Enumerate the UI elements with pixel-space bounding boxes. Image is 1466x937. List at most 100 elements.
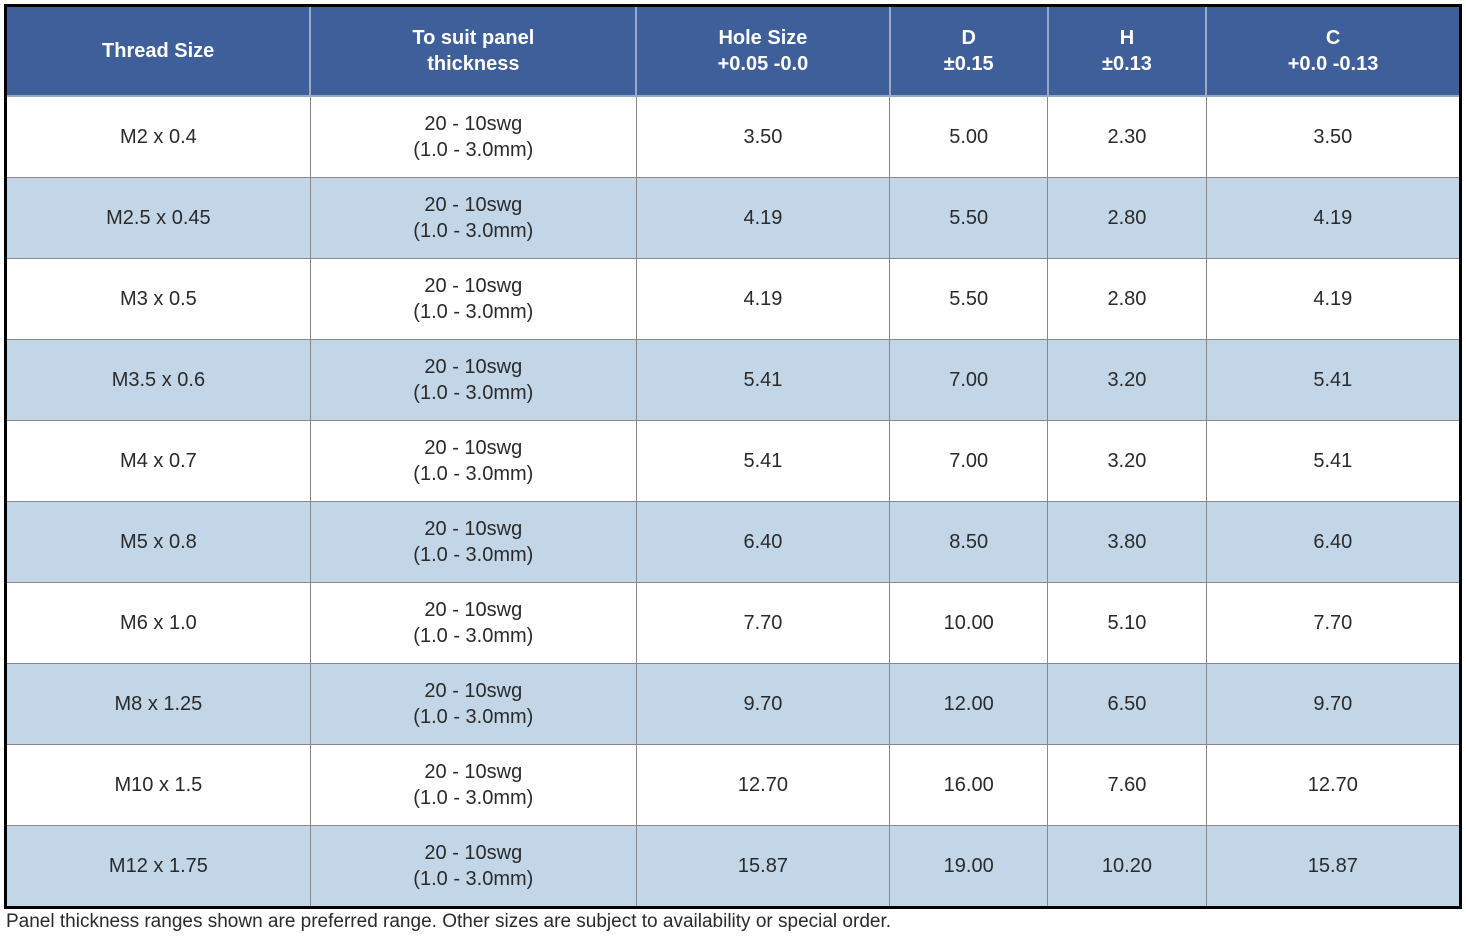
cell-d: 19.00 <box>890 826 1048 908</box>
cell-text: 3.20 <box>1107 369 1146 391</box>
cell-text: 20 - 10swg <box>424 113 522 135</box>
col-hole-size: Hole Size +0.05 -0.0 <box>636 6 889 97</box>
cell-thread: M3.5 x 0.6 <box>6 340 311 421</box>
cell-h: 3.20 <box>1048 340 1206 421</box>
cell-c: 5.41 <box>1206 421 1460 502</box>
cell-text: M6 x 1.0 <box>120 612 197 634</box>
cell-text: M2.5 x 0.45 <box>106 207 211 229</box>
cell-text: 12.70 <box>738 774 788 796</box>
cell-text: 2.30 <box>1107 126 1146 148</box>
cell-text: 16.00 <box>944 774 994 796</box>
cell-hole: 4.19 <box>636 259 889 340</box>
cell-text: 12.00 <box>944 693 994 715</box>
cell-h: 2.80 <box>1048 259 1206 340</box>
cell-text: 20 - 10swg <box>424 518 522 540</box>
cell-text: 4.19 <box>1313 288 1352 310</box>
cell-text: 2.80 <box>1107 288 1146 310</box>
cell-panel: 20 - 10swg(1.0 - 3.0mm) <box>310 421 636 502</box>
header-line2: thickness <box>319 51 627 77</box>
cell-text: 5.10 <box>1107 612 1146 634</box>
cell-text: 5.50 <box>949 207 988 229</box>
cell-thread: M5 x 0.8 <box>6 502 311 583</box>
cell-text: (1.0 - 3.0mm) <box>319 380 628 406</box>
cell-text: 3.20 <box>1107 450 1146 472</box>
table-row: M5 x 0.820 - 10swg(1.0 - 3.0mm)6.408.503… <box>6 502 1461 583</box>
table-row: M2 x 0.4 20 - 10swg(1.0 - 3.0mm) 3.50 5.00 2… <box>6 96 1461 178</box>
cell-c: 15.87 <box>1206 826 1460 908</box>
cell-hole: 7.70 <box>636 583 889 664</box>
cell-hole: 6.40 <box>636 502 889 583</box>
cell-c: 3.50 <box>1206 96 1460 178</box>
cell-c: 12.70 <box>1206 745 1460 826</box>
cell-c: 4.19 <box>1206 259 1460 340</box>
cell-text: 9.70 <box>1313 693 1352 715</box>
cell-text: 15.87 <box>1308 855 1358 877</box>
cell-h: 3.20 <box>1048 421 1206 502</box>
cell-thread: M4 x 0.7 <box>6 421 311 502</box>
cell-text: 4.19 <box>743 207 782 229</box>
header-line2: +0.05 -0.0 <box>645 51 880 77</box>
cell-d: 10.00 <box>890 583 1048 664</box>
cell-c: 5.41 <box>1206 340 1460 421</box>
cell-panel: 20 - 10swg(1.0 - 3.0mm) <box>310 178 636 259</box>
header-line1: D <box>961 27 975 49</box>
header-line1: C <box>1326 27 1340 49</box>
cell-text: 3.80 <box>1107 531 1146 553</box>
cell-h: 5.10 <box>1048 583 1206 664</box>
cell-c: 7.70 <box>1206 583 1460 664</box>
cell-c: 4.19 <box>1206 178 1460 259</box>
cell-d: 7.00 <box>890 421 1048 502</box>
cell-text: M8 x 1.25 <box>114 693 202 715</box>
cell-text: 5.41 <box>743 450 782 472</box>
cell-d: 5.50 <box>890 178 1048 259</box>
cell-text: M2 x 0.4 <box>120 126 197 148</box>
cell-panel: 20 - 10swg(1.0 - 3.0mm) <box>310 502 636 583</box>
cell-text: 5.41 <box>1313 450 1352 472</box>
cell-text: 5.00 <box>949 126 988 148</box>
thread-spec-table: Thread Size To suit panel thickness Hole… <box>4 4 1462 909</box>
cell-c: 9.70 <box>1206 664 1460 745</box>
cell-text: 20 - 10swg <box>424 356 522 378</box>
cell-h: 2.80 <box>1048 178 1206 259</box>
cell-text: (1.0 - 3.0mm) <box>319 137 628 163</box>
cell-text: (1.0 - 3.0mm) <box>319 785 628 811</box>
cell-text: M12 x 1.75 <box>109 855 208 877</box>
col-h: H ±0.13 <box>1048 6 1206 97</box>
header-line2: ±0.13 <box>1057 51 1197 77</box>
cell-text: (1.0 - 3.0mm) <box>319 623 628 649</box>
cell-thread: M10 x 1.5 <box>6 745 311 826</box>
cell-text: (1.0 - 3.0mm) <box>319 461 628 487</box>
cell-text: 20 - 10swg <box>424 680 522 702</box>
cell-text: 10.20 <box>1102 855 1152 877</box>
cell-text: 12.70 <box>1308 774 1358 796</box>
table-row: M8 x 1.25 20 - 10swg(1.0 - 3.0mm) 9.70 12.0… <box>6 664 1461 745</box>
table-row: M6 x 1.020 - 10swg(1.0 - 3.0mm)7.7010.00… <box>6 583 1461 664</box>
cell-h: 3.80 <box>1048 502 1206 583</box>
cell-text: (1.0 - 3.0mm) <box>319 218 628 244</box>
cell-text: 7.60 <box>1107 774 1146 796</box>
cell-d: 5.50 <box>890 259 1048 340</box>
table-row: M2.5 x 0.45 20 - 10swg(1.0 - 3.0mm) 4.19 5.… <box>6 178 1461 259</box>
cell-text: 7.00 <box>949 369 988 391</box>
cell-text: 5.41 <box>1313 369 1352 391</box>
footnote: Panel thickness ranges shown are preferr… <box>4 911 1462 933</box>
cell-text: 6.50 <box>1107 693 1146 715</box>
cell-text: 5.50 <box>949 288 988 310</box>
cell-text: (1.0 - 3.0mm) <box>319 866 628 892</box>
header-line2: ±0.15 <box>899 51 1039 77</box>
cell-d: 12.00 <box>890 664 1048 745</box>
cell-text: 7.00 <box>949 450 988 472</box>
cell-text: 20 - 10swg <box>424 842 522 864</box>
cell-h: 2.30 <box>1048 96 1206 178</box>
cell-panel: 20 - 10swg(1.0 - 3.0mm) <box>310 664 636 745</box>
cell-hole: 4.19 <box>636 178 889 259</box>
cell-text: 2.80 <box>1107 207 1146 229</box>
cell-text: M5 x 0.8 <box>120 531 197 553</box>
cell-thread: M8 x 1.25 <box>6 664 311 745</box>
table-header-row: Thread Size To suit panel thickness Hole… <box>6 6 1461 97</box>
header-line1: To suit panel <box>412 27 534 49</box>
col-panel-thickness: To suit panel thickness <box>310 6 636 97</box>
cell-text: 7.70 <box>1313 612 1352 634</box>
cell-hole: 15.87 <box>636 826 889 908</box>
cell-text: 19.00 <box>944 855 994 877</box>
